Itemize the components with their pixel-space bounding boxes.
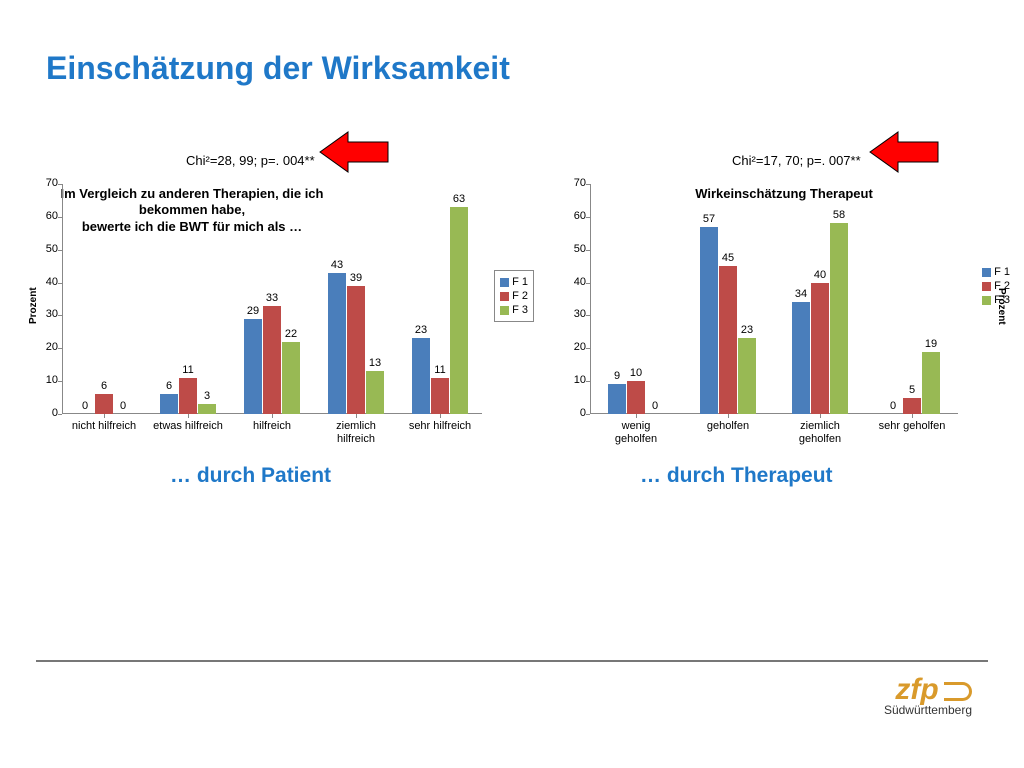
legend-swatch [500,306,509,315]
page-title: Einschätzung der Wirksamkeit [46,50,510,87]
chart-left-ylabel: Prozent [28,287,39,324]
bar [903,398,921,414]
value-label: 39 [350,272,362,284]
value-label: 45 [722,252,734,264]
value-label: 63 [453,193,465,205]
bar [450,207,468,414]
value-label: 19 [925,338,937,350]
legend-item: F 2 [500,290,528,302]
bar [431,378,449,414]
chart-right-legend: F 1 F 2 F 3 [982,264,1010,308]
category-label: sehr geholfen [876,420,948,433]
value-label: 5 [909,384,915,396]
legend-swatch [500,292,509,301]
chart-left-plot: 010203040506070nicht hilfreich060etwas h… [62,184,482,414]
bar [608,384,626,414]
value-label: 23 [741,324,753,336]
bar [719,266,737,414]
legend-item: F 1 [982,266,1010,278]
legend-swatch [500,278,509,287]
value-label: 57 [703,213,715,225]
bar [347,286,365,414]
bar [700,227,718,414]
logo-main: zfp [884,676,972,703]
legend-label: F 1 [512,276,528,288]
legend-label: F 3 [994,294,1010,306]
bar [328,273,346,414]
category-label: wenig geholfen [600,420,672,445]
footer-logo: zfp Südwürttemberg [884,676,972,717]
footer-rule [36,660,988,662]
bar [282,342,300,414]
bar [792,302,810,414]
bar [922,352,940,414]
legend-swatch [982,268,991,277]
value-label: 10 [630,367,642,379]
bar [738,338,756,414]
category-label: etwas hilfreich [152,420,224,433]
legend-label: F 3 [512,304,528,316]
legend-label: F 1 [994,266,1010,278]
value-label: 3 [204,390,210,402]
subtitle-right: … durch Therapeut [640,464,833,488]
value-label: 22 [285,328,297,340]
value-label: 34 [795,288,807,300]
value-label: 11 [182,364,193,376]
arrow-right-icon [868,128,940,176]
value-label: 58 [833,209,845,221]
value-label: 40 [814,269,826,281]
bar [366,371,384,414]
stat-right: Chi²=17, 70; p=. 007** [732,153,861,168]
logo-sub: Südwürttemberg [884,703,972,717]
value-label: 0 [890,400,896,412]
value-label: 9 [614,370,620,382]
chart-right: Wirkeinschätzung Therapeut Prozent 01020… [560,184,1008,440]
category-label: hilfreich [236,420,308,433]
value-label: 13 [369,357,381,369]
category-label: nicht hilfreich [68,420,140,433]
legend-item: F 1 [500,276,528,288]
value-label: 6 [166,380,172,392]
value-label: 23 [415,324,427,336]
category-label: ziemlich geholfen [784,420,856,445]
category-label: ziemlich hilfreich [320,420,392,445]
value-label: 43 [331,259,343,271]
legend-item: F 2 [982,280,1010,292]
bar [160,394,178,414]
bar [95,394,113,414]
legend-item: F 3 [500,304,528,316]
value-label: 0 [82,400,88,412]
bar [811,283,829,414]
value-label: 0 [652,400,658,412]
category-label: geholfen [692,420,764,433]
value-label: 33 [266,292,278,304]
bar [627,381,645,414]
arrow-shape [870,132,938,172]
chart-right-plot: 010203040506070wenig geholfen9100geholfe… [590,184,958,414]
value-label: 0 [120,400,126,412]
subtitle-left: … durch Patient [170,464,331,488]
bar [244,319,262,414]
stat-left: Chi²=28, 99; p=. 004** [186,153,315,168]
legend-swatch [982,282,991,291]
legend-label: F 2 [512,290,528,302]
bar [179,378,197,414]
chart-left-legend: F 1 F 2 F 3 [494,270,534,322]
arrow-shape [320,132,388,172]
value-label: 11 [434,364,445,376]
bar [198,404,216,414]
chart-left: Im Vergleich zu anderen Therapien, die i… [32,184,538,440]
legend-label: F 2 [994,280,1010,292]
bar [830,223,848,414]
legend-item: F 3 [982,294,1010,306]
bar [412,338,430,414]
legend-swatch [982,296,991,305]
value-label: 6 [101,380,107,392]
arrow-left-icon [318,128,390,176]
value-label: 29 [247,305,259,317]
bar [263,306,281,414]
category-label: sehr hilfreich [404,420,476,433]
